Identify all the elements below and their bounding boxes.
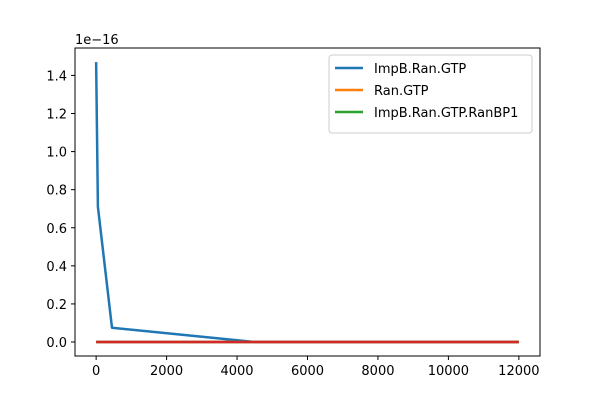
y-tick-label: 0.8: [46, 184, 67, 199]
y-tick-label: 1.0: [46, 146, 67, 161]
x-tick-label: 0: [92, 364, 100, 379]
y-tick-label: 0.6: [46, 222, 67, 237]
x-tick-label: 4000: [220, 364, 253, 379]
legend-label: ImpB.Ran.GTP.RanBP1: [374, 106, 518, 121]
x-tick-label: 12000: [498, 364, 539, 379]
y-axis-offset-label: 1e−16: [75, 33, 119, 48]
legend: ImpB.Ran.GTP Ran.GTP ImpB.Ran.GTP.RanBP1: [328, 54, 533, 134]
legend-label: ImpB.Ran.GTP: [374, 62, 466, 77]
x-tick-label: 10000: [428, 364, 469, 379]
axis-ticks: 0 2000 4000 6000 8000 10000 12000 0.0 0.2 0.4 0.6 0…: [46, 69, 539, 379]
x-tick-label: 6000: [291, 364, 324, 379]
y-tick-label: 0.2: [46, 298, 67, 313]
y-tick-label: 0.0: [46, 336, 67, 351]
y-tick-label: 1.4: [46, 69, 67, 84]
x-tick-label: 2000: [150, 364, 183, 379]
plot-lines: [94, 62, 519, 344]
legend-box: [328, 54, 533, 134]
y-tick-label: 0.4: [46, 260, 67, 275]
plot-area-frame: [74, 47, 541, 357]
x-tick-label: 8000: [361, 364, 394, 379]
y-tick-label: 1.2: [46, 108, 67, 123]
legend-label: Ran.GTP: [374, 84, 429, 99]
